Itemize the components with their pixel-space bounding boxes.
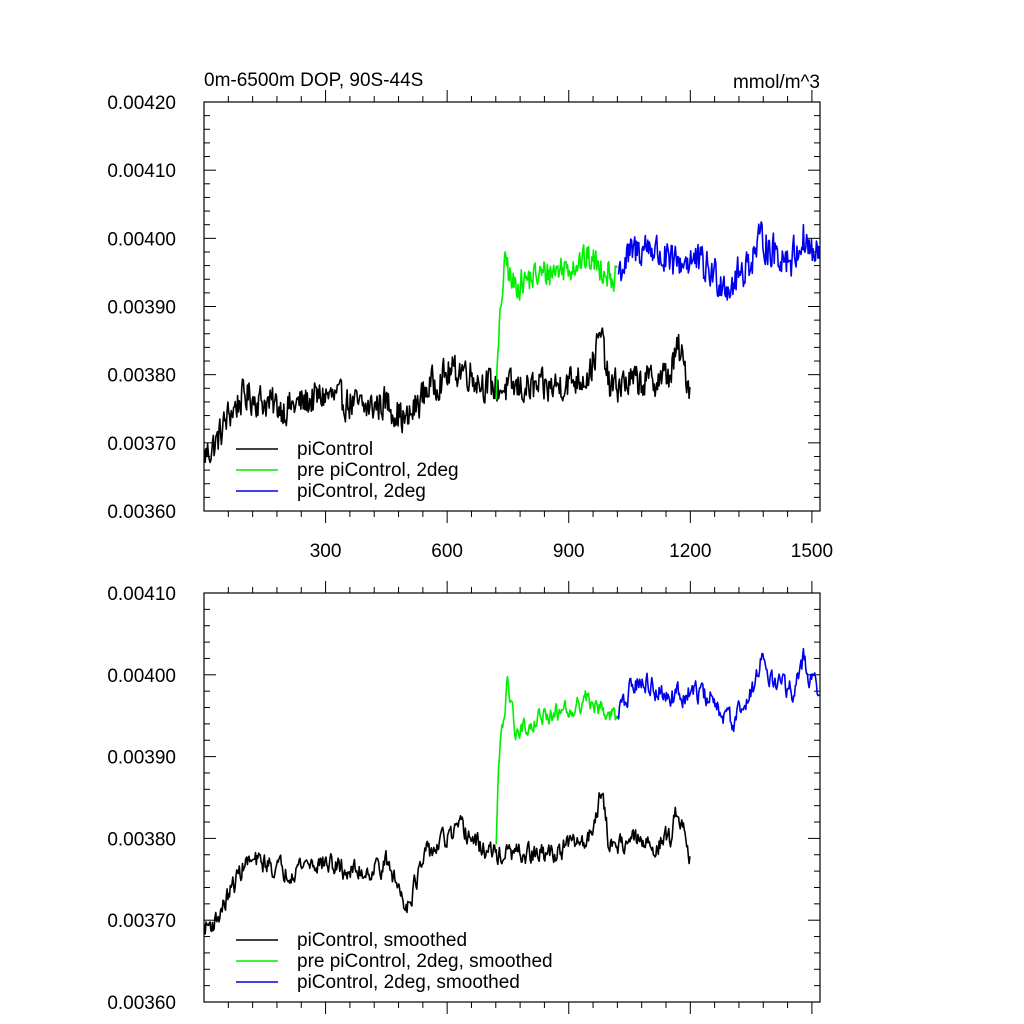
series-line-pre-picontrol-2deg — [495, 244, 618, 400]
legend-label: piControl, 2deg, smoothed — [297, 972, 520, 993]
legend-label: pre piControl, 2deg — [297, 460, 459, 481]
x-tick-label: 1200 — [669, 541, 711, 562]
chart-title: 0m-6500m DOP, 90S-44S — [204, 70, 423, 91]
legend-label: pre piControl, 2deg, smoothed — [297, 951, 553, 972]
y-tick-label: 0.00420 — [107, 93, 176, 114]
x-tick-label: 1500 — [791, 541, 833, 562]
series-line-picontrol — [203, 327, 691, 464]
y-tick-label: 0.00410 — [107, 161, 176, 182]
series-line-pre-picontrol-2deg-smoothed — [495, 675, 618, 845]
y-tick-label: 0.00390 — [107, 748, 176, 769]
panel-top: 0m-6500m DOP, 90S-44S mmol/m^3 0.00360 0.00… — [107, 70, 833, 562]
plot-frame — [203, 592, 821, 1003]
legend-label: piControl, 2deg — [297, 481, 426, 502]
x-tick-label: 300 — [310, 541, 342, 562]
x-tick-label: 600 — [431, 541, 463, 562]
panel-bottom: 0.00360 0.00370 0.00380 0.00390 0.00400 0.004… — [107, 581, 821, 1014]
y-tick-label: 0.00410 — [107, 584, 176, 605]
plot-frame — [203, 101, 821, 512]
y-tick-label: 0.00370 — [107, 434, 176, 455]
series-line-picontrol-2deg-smoothed — [617, 647, 820, 733]
series-line-picontrol-2deg — [617, 221, 821, 301]
y-tick-label: 0.00400 — [107, 666, 176, 687]
y-tick-label: 0.00400 — [107, 229, 176, 250]
legend-label: piControl, smoothed — [297, 930, 467, 951]
y-tick-label: 0.00380 — [107, 829, 176, 850]
x-tick-label: 900 — [553, 541, 585, 562]
legend-label: piControl — [297, 439, 373, 460]
y-tick-label: 0.00370 — [107, 911, 176, 932]
units-label: mmol/m^3 — [733, 72, 820, 93]
y-tick-label: 0.00360 — [107, 993, 176, 1014]
y-tick-label: 0.00390 — [107, 298, 176, 319]
series-line-picontrol-smoothed — [203, 792, 691, 935]
y-tick-label: 0.00380 — [107, 366, 176, 387]
y-tick-label: 0.00360 — [107, 502, 176, 523]
